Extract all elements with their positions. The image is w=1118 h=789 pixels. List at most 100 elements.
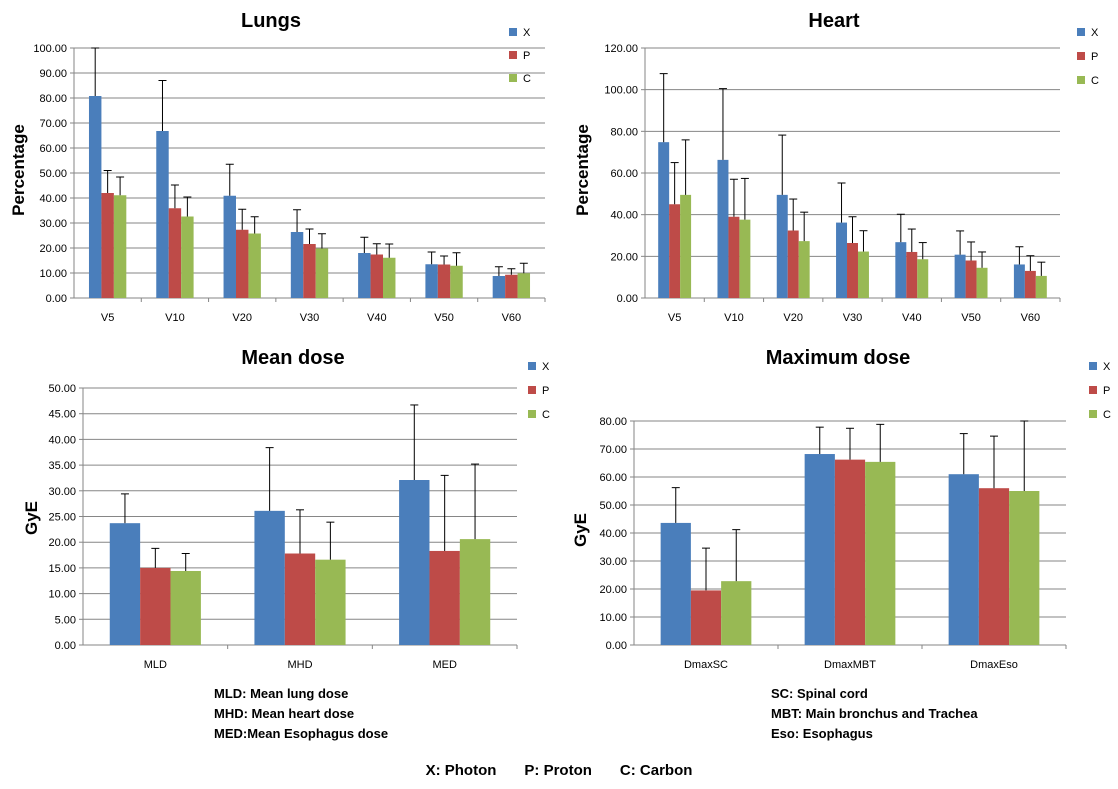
- max-dose-abbreviations: SC: Spinal cord MBT: Main bronchus and T…: [771, 684, 978, 744]
- legend-swatch-p: [1077, 52, 1085, 60]
- note-mld: MLD: Mean lung dose: [214, 686, 349, 701]
- y-tick-label: 20.00: [610, 251, 638, 263]
- x-tick-label: V30: [300, 312, 320, 324]
- y-tick-label: 40.00: [610, 210, 638, 222]
- bar-p: [690, 590, 722, 645]
- legend-label-c: C: [1091, 75, 1099, 87]
- legend-swatch-p: [1089, 386, 1097, 394]
- bar-x: [804, 454, 835, 645]
- y-tick-label: 0.00: [606, 640, 627, 652]
- bar-x: [660, 522, 691, 645]
- legend-label-x: X: [523, 27, 531, 39]
- legend-label-x: X: [1103, 361, 1111, 373]
- bar-x: [776, 194, 788, 298]
- x-tick-label: V50: [961, 312, 981, 324]
- y-tick-label: 30.00: [39, 218, 67, 230]
- y-tick-label: 40.00: [599, 528, 627, 540]
- y-tick-label: 10.00: [48, 589, 76, 601]
- legend-swatch-x: [509, 28, 517, 36]
- bar-c: [315, 559, 346, 645]
- x-tick-label: V10: [724, 312, 744, 324]
- bar-c: [680, 194, 692, 298]
- y-tick-label: 40.00: [48, 434, 76, 446]
- bar-c: [450, 265, 463, 298]
- y-tick-label: 5.00: [55, 614, 76, 626]
- x-tick-label: MHD: [287, 659, 312, 671]
- y-tick-label: 80.00: [599, 416, 627, 428]
- x-tick-label: V5: [668, 312, 681, 324]
- legend-swatch-x: [528, 362, 536, 370]
- x-tick-label: V60: [502, 312, 522, 324]
- bar-x: [425, 264, 438, 298]
- bar-p: [834, 459, 866, 645]
- bar-p: [1024, 270, 1036, 298]
- x-tick-label: DmaxSC: [684, 659, 728, 671]
- y-tick-label: 100.00: [33, 43, 67, 55]
- bar-p: [728, 216, 740, 298]
- y-tick-label: 35.00: [48, 460, 76, 472]
- bar-p: [669, 204, 681, 298]
- y-tick-label: 70.00: [599, 444, 627, 456]
- bar-x: [836, 222, 848, 298]
- bar-c: [1035, 275, 1047, 298]
- y-tick-label: 0.00: [46, 293, 67, 305]
- bar-x: [254, 510, 285, 645]
- legend-swatch-c: [1077, 76, 1085, 84]
- y-tick-label: 10.00: [39, 268, 67, 280]
- bar-p: [370, 254, 384, 298]
- bar-p: [978, 488, 1010, 645]
- bar-c: [798, 241, 810, 298]
- legend-swatch-x: [1077, 28, 1085, 36]
- bar-p: [965, 260, 977, 298]
- legend-label-x: X: [1091, 27, 1099, 39]
- x-tick-label: MLD: [144, 659, 167, 671]
- x-tick-label: MED: [432, 659, 457, 671]
- y-axis-label: GyE: [22, 501, 41, 535]
- legend-label-c: C: [1103, 409, 1111, 421]
- bar-c: [865, 461, 896, 645]
- y-axis-label: Percentage: [573, 124, 592, 216]
- footer-photon: X: Photon: [425, 762, 497, 779]
- bar-c: [976, 267, 988, 298]
- chart-title: Maximum dose: [766, 347, 910, 369]
- bar-x: [290, 232, 304, 298]
- bar-c: [181, 216, 194, 298]
- y-tick-label: 60.00: [39, 143, 67, 155]
- mean-dose-abbreviations: MLD: Mean lung dose MHD: Mean heart dose…: [214, 684, 388, 744]
- y-tick-label: 80.00: [610, 126, 638, 138]
- y-tick-label: 45.00: [48, 409, 76, 421]
- bar-x: [88, 96, 102, 298]
- bar-c: [721, 581, 752, 645]
- legend-swatch-x: [1089, 362, 1097, 370]
- bar-p: [235, 229, 249, 298]
- y-tick-label: 0.00: [55, 640, 76, 652]
- legend-label-p: P: [1091, 51, 1098, 63]
- y-tick-label: 0.00: [617, 293, 638, 305]
- bar-x: [399, 480, 430, 645]
- bar-c: [459, 539, 491, 645]
- bar-c: [248, 233, 261, 298]
- legend-label-c: C: [542, 409, 550, 421]
- chart-title: Mean dose: [241, 347, 344, 369]
- y-tick-label: 100.00: [604, 85, 638, 97]
- bar-p: [101, 193, 114, 298]
- y-tick-label: 70.00: [39, 118, 67, 130]
- x-tick-label: DmaxMBT: [824, 659, 876, 671]
- chart-lungs: Lungs Percentage 0.00 10.00 20.00 30.00 40.00 5…: [9, 10, 546, 324]
- y-tick-label: 30.00: [599, 556, 627, 568]
- note-mbt: MBT: Main bronchus and Trachea: [771, 706, 978, 721]
- bar-x: [895, 242, 907, 298]
- bar-x: [717, 159, 729, 298]
- bar-x: [223, 195, 236, 298]
- bar-c: [917, 259, 929, 298]
- chart-heart: Heart Percentage 0.00 20.00 40.00 60.00 80.00 1…: [573, 10, 1099, 324]
- y-tick-label: 50.00: [599, 500, 627, 512]
- legend-swatch-p: [528, 386, 536, 394]
- bar-c: [170, 570, 201, 645]
- y-tick-label: 20.00: [39, 243, 67, 255]
- footer-legend: X: Photon P: Proton C: Carbon: [0, 762, 1118, 779]
- bar-x: [1013, 264, 1025, 298]
- x-tick-label: V40: [902, 312, 922, 324]
- y-tick-label: 20.00: [48, 537, 76, 549]
